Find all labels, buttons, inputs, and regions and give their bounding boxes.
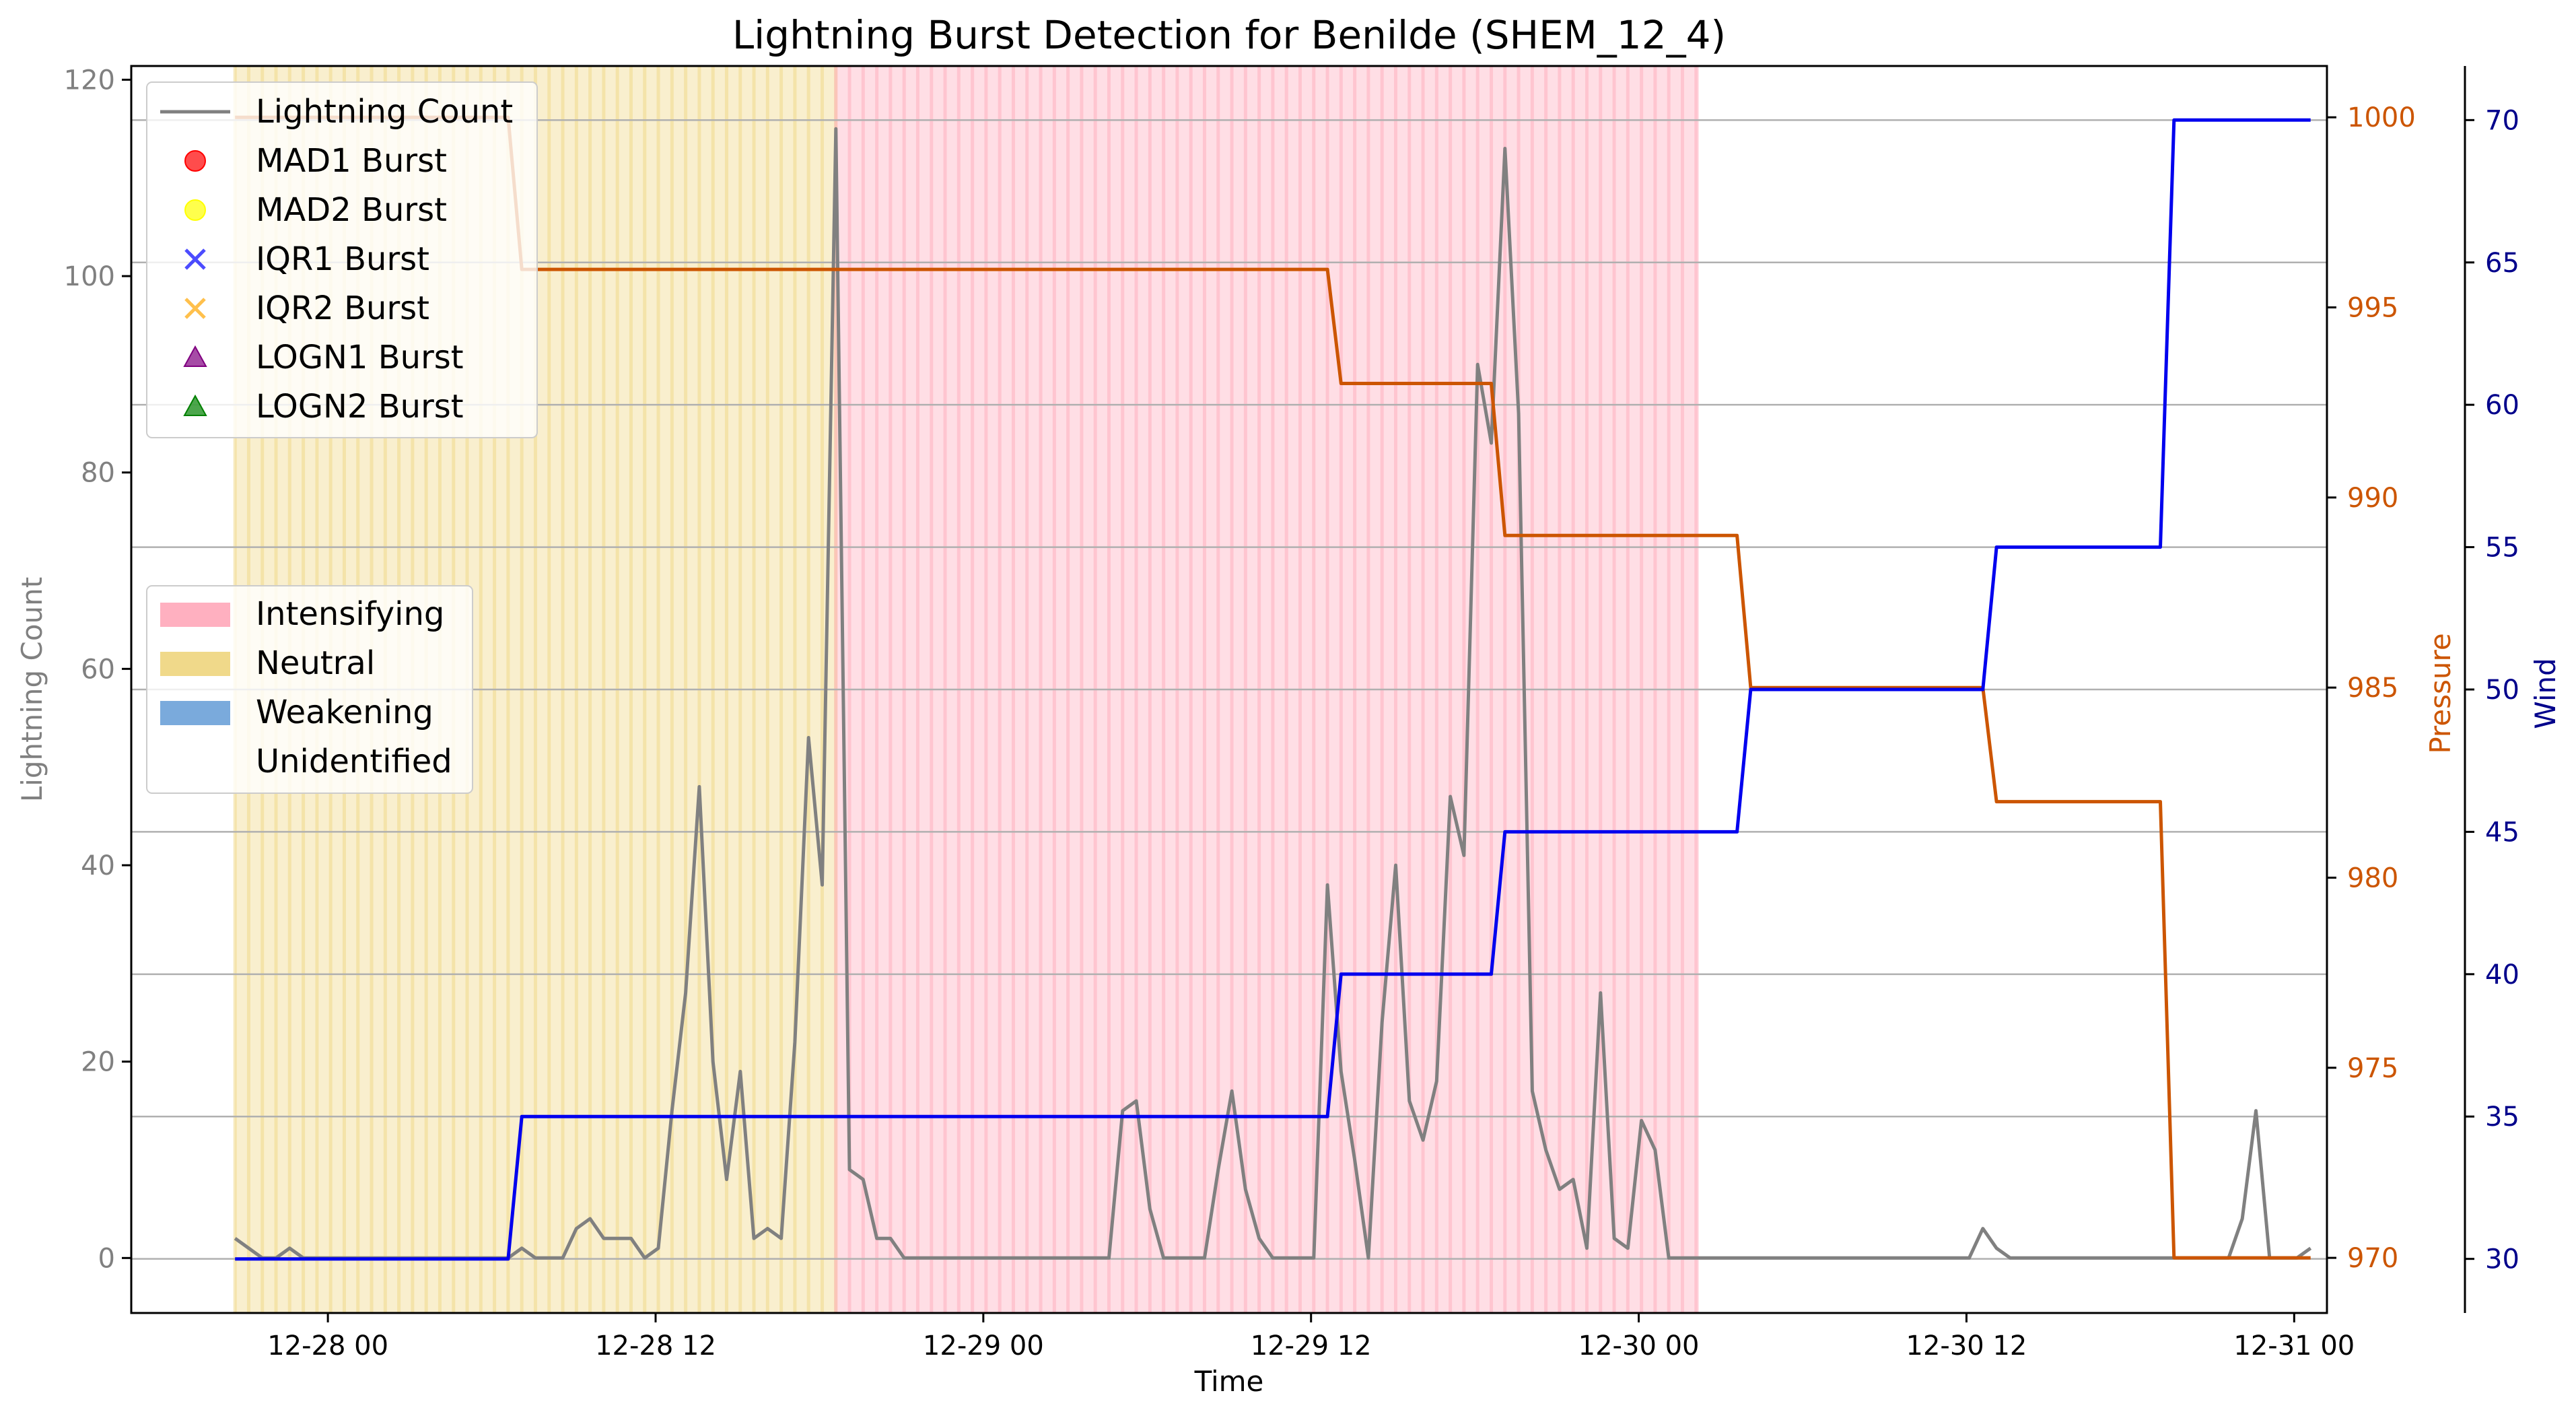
wind-tick-label: 50 <box>2485 675 2519 706</box>
legend-swatch <box>160 652 230 676</box>
wind-tick-label: 40 <box>2485 959 2519 990</box>
x-tick-label: 12-30 12 <box>1906 1330 2027 1361</box>
x-tick-label: 12-28 00 <box>267 1330 388 1361</box>
series-line-wind <box>235 118 2311 1261</box>
x-tick-label: 12-30 00 <box>1578 1330 1700 1361</box>
pressure-tick-label: 995 <box>2347 293 2398 324</box>
wind-tick-label: 60 <box>2485 390 2519 421</box>
wind-tick-label: 55 <box>2485 533 2519 564</box>
wind-tick-label: 65 <box>2485 248 2519 279</box>
pressure-tick-label: 970 <box>2347 1243 2398 1274</box>
wind-axis-ticks: 30 35 40 45 50 55 60 65 70 <box>2465 105 2519 1275</box>
wind-tick-label: 35 <box>2485 1102 2519 1133</box>
legend-label: Unidentified <box>256 743 452 780</box>
legend-swatch <box>160 603 230 627</box>
wind-tick-label: 30 <box>2485 1244 2519 1275</box>
legend-triangle-icon <box>183 394 207 416</box>
burst-legend-items: Lightning Count MAD1 Burst MAD2 Burst IQR1 … <box>160 93 513 426</box>
legend-label: MAD1 Burst <box>256 142 447 180</box>
lightning-tick-label: 80 <box>81 458 115 489</box>
lightning-tick-label: 100 <box>64 261 115 292</box>
lightning-tick-label: 20 <box>81 1047 115 1078</box>
lightning-axis-ticks: 0 20 40 60 80 100 120 <box>64 65 131 1274</box>
legend-label: LOGN2 Burst <box>256 388 464 426</box>
x-tick-label: 12-29 12 <box>1251 1330 1372 1361</box>
series-layer <box>234 115 2312 1261</box>
series-line-pressure <box>235 115 2311 1260</box>
pressure-tick-label: 985 <box>2347 673 2398 704</box>
lightning-tick-label: 40 <box>81 850 115 881</box>
pressure-tick-label: 975 <box>2347 1053 2398 1084</box>
x-tick-label: 12-31 00 <box>2233 1330 2355 1361</box>
legend-swatch <box>160 701 230 725</box>
lightning-tick-label: 0 <box>98 1243 115 1274</box>
legend-label: Weakening <box>256 694 433 731</box>
phase-legend-frame <box>146 585 473 794</box>
legend-x-icon <box>184 248 206 270</box>
lightning-axis-label: Lightning Count <box>15 577 48 802</box>
legend-label: IQR2 Burst <box>256 290 429 327</box>
legend-triangle-icon <box>183 345 207 367</box>
wind-axis-label: Wind <box>2529 658 2562 729</box>
plot-frame <box>130 65 2328 1314</box>
x-tick-label: 12-28 12 <box>595 1330 716 1361</box>
x-axis-ticks: 12-28 00 12-28 12 12-29 00 12-29 12 12-30 00… <box>267 1313 2355 1361</box>
wind-tick-label: 45 <box>2485 817 2519 848</box>
legend-label: LOGN1 Burst <box>256 339 464 376</box>
burst-legend: Lightning Count MAD1 Burst MAD2 Burst IQR1 … <box>146 81 538 438</box>
phase-legend: Intensifying Neutral Weakening Unidentified <box>146 585 473 794</box>
legend-label: Intensifying <box>256 595 444 633</box>
legend-label: Lightning Count <box>256 93 513 131</box>
lightning-tick-label: 120 <box>64 65 115 96</box>
lightning-tick-label: 60 <box>81 654 115 685</box>
burst-legend-frame <box>146 81 538 438</box>
chart-title: Lightning Burst Detection for Benilde (S… <box>732 12 1726 58</box>
legend-label: MAD2 Burst <box>256 191 447 229</box>
legend-label: Neutral <box>256 644 375 682</box>
legend-x-icon <box>184 298 206 319</box>
legend-label: IQR1 Burst <box>256 240 429 278</box>
x-tick-label: 12-29 00 <box>923 1330 1044 1361</box>
pressure-tick-label: 1000 <box>2347 102 2416 133</box>
wind-tick-label: 70 <box>2485 105 2519 136</box>
pressure-axis-label: Pressure <box>2424 633 2457 753</box>
x-axis-label: Time <box>1194 1365 1264 1398</box>
legend-circle-icon <box>184 150 206 172</box>
pressure-tick-label: 990 <box>2347 483 2398 514</box>
pressure-tick-label: 980 <box>2347 863 2398 894</box>
pressure-axis-ticks: 970 975 980 985 990 995 1000 <box>2327 102 2416 1274</box>
phase-legend-items: Intensifying Neutral Weakening Unidentified <box>160 595 452 780</box>
legend-circle-icon <box>184 199 206 221</box>
